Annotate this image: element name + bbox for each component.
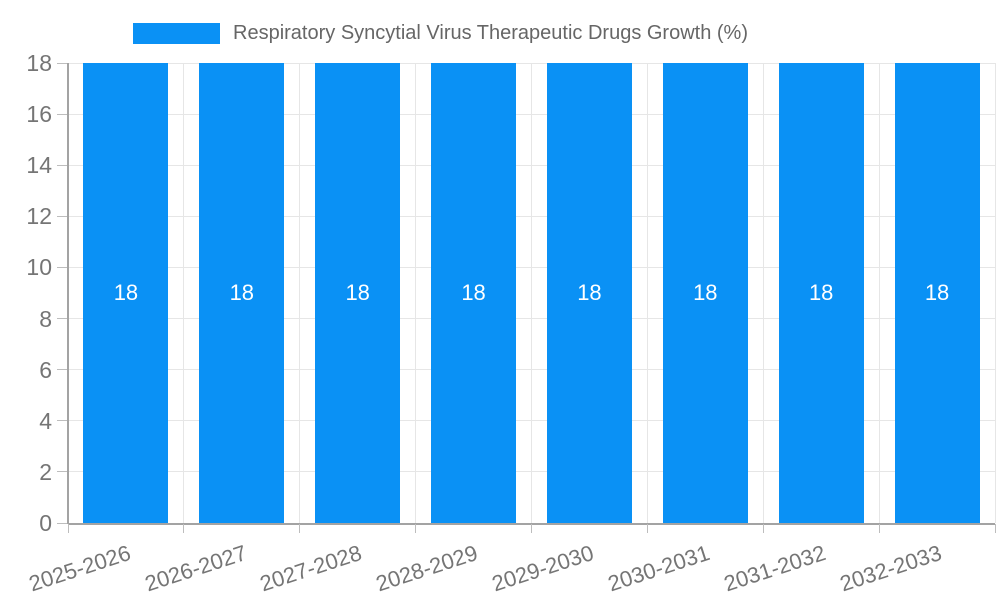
bar[interactable]: 18 (894, 63, 980, 523)
y-tick-mark (57, 522, 67, 524)
y-tick-mark (57, 62, 67, 64)
x-tick-mark (878, 524, 880, 533)
legend-item[interactable]: Respiratory Syncytial Virus Therapeutic … (133, 21, 748, 45)
y-tick-mark (57, 164, 67, 166)
bar-value-label: 18 (693, 280, 718, 305)
y-tick-mark (57, 113, 67, 115)
y-tick-mark (57, 215, 67, 217)
y-tick-label: 14 (26, 152, 52, 179)
gridline-vertical (878, 63, 880, 523)
legend-swatch (133, 22, 220, 44)
y-tick-mark (57, 318, 67, 320)
y-tick-mark (57, 266, 67, 268)
gridline-vertical (531, 63, 532, 523)
gridline-vertical (646, 63, 648, 523)
x-tick-label: 2025-2026 (25, 540, 134, 597)
bar[interactable]: 18 (431, 63, 517, 523)
y-tick-label: 12 (26, 203, 52, 230)
y-tick-label: 8 (39, 305, 52, 332)
y-tick-mark (57, 420, 67, 422)
gridline-vertical (415, 63, 417, 523)
x-tick-label: 2032-2033 (836, 540, 945, 597)
x-tick-mark (994, 524, 996, 533)
bar-value-label: 18 (345, 280, 370, 305)
y-tick-label: 6 (39, 356, 52, 383)
gridline-vertical (762, 63, 764, 523)
legend-label: Respiratory Syncytial Virus Therapeutic … (233, 21, 748, 44)
x-tick-label: 2026-2027 (141, 540, 250, 597)
gridline-vertical (299, 63, 301, 523)
bar-value-label: 18 (924, 280, 950, 305)
x-tick-label: 2027-2028 (257, 540, 366, 597)
y-tick-mark (57, 369, 67, 371)
x-tick-mark (299, 524, 301, 533)
bar[interactable]: 18 (83, 63, 169, 523)
x-tick-label: 2029-2030 (489, 540, 597, 597)
gridline-vertical (994, 63, 996, 523)
y-tick-mark (57, 471, 67, 473)
gridline-vertical (183, 63, 185, 523)
y-tick-label: 0 (39, 510, 52, 536)
bar[interactable]: 18 (778, 63, 864, 523)
bar[interactable]: 18 (199, 63, 285, 523)
y-tick-label: 10 (26, 254, 52, 281)
y-tick-label: 4 (39, 407, 52, 434)
x-axis-line (68, 522, 995, 525)
bar-value-label: 18 (229, 280, 255, 305)
x-tick-label: 2028-2029 (373, 540, 481, 597)
x-tick-mark (415, 524, 417, 533)
bar[interactable]: 18 (315, 63, 401, 523)
y-tick-label: 18 (26, 50, 52, 76)
bar-value-label: 18 (113, 280, 139, 305)
bar[interactable]: 18 (546, 63, 632, 523)
bar-value-label: 18 (577, 280, 602, 305)
x-tick-mark (67, 524, 69, 533)
x-tick-label: 2031-2032 (720, 540, 829, 597)
bar-value-label: 18 (808, 280, 834, 305)
x-tick-mark (762, 524, 764, 533)
x-tick-mark (183, 524, 185, 533)
x-tick-label: 2030-2031 (604, 540, 713, 597)
y-tick-label: 16 (26, 101, 52, 128)
x-tick-mark (531, 524, 532, 533)
bar[interactable]: 18 (662, 63, 748, 523)
bar-value-label: 18 (461, 280, 486, 305)
y-axis-line (67, 63, 69, 524)
y-tick-label: 2 (39, 458, 52, 485)
x-tick-mark (646, 524, 648, 533)
